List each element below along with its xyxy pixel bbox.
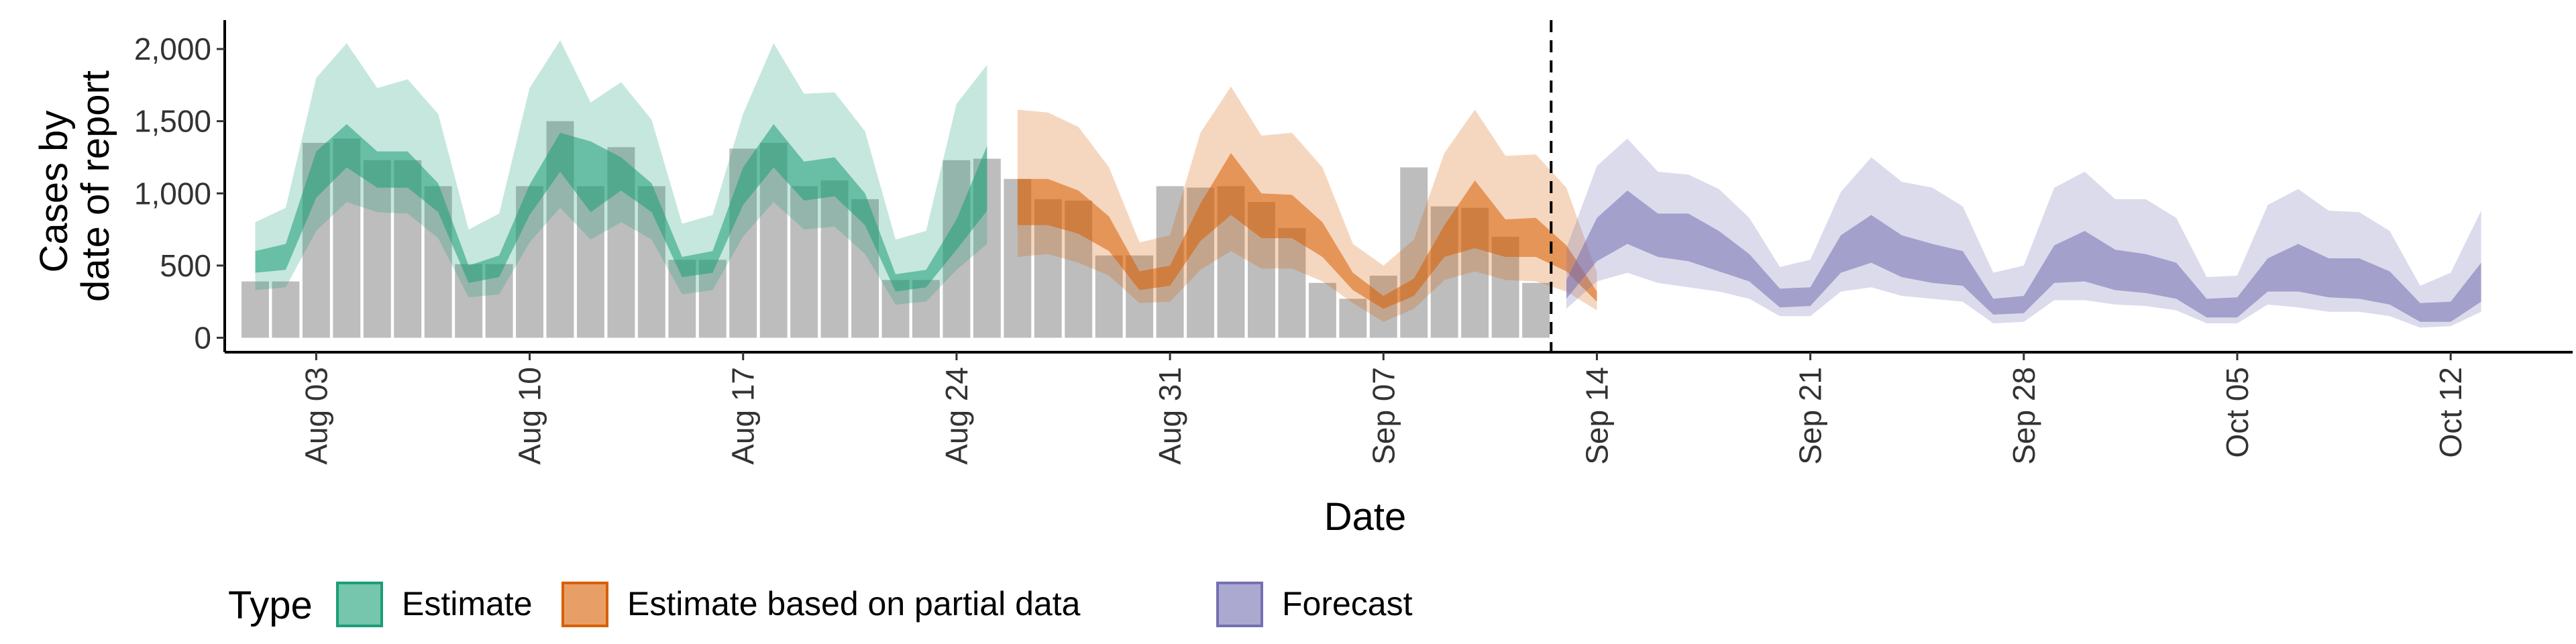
bar: [1308, 282, 1336, 338]
bar: [820, 180, 849, 338]
x-tick-label: Sep 14: [1579, 367, 1614, 465]
forecast-50-band: [1566, 191, 2481, 322]
legend-key-forecast: [1216, 582, 1263, 627]
x-axis-title: Date: [1324, 495, 1407, 539]
legend-key-estimate-based-on-partial-data: [561, 582, 608, 627]
estimate-based-on-partial-data-50-band: [1017, 153, 1597, 309]
y-axis-title-line-2: date of report: [74, 70, 117, 302]
bar: [912, 280, 940, 338]
axes: [223, 20, 2573, 354]
x-tick-label: Aug 31: [1152, 367, 1187, 465]
y-tick-label: 1,500: [134, 104, 211, 139]
x-tick-label: Aug 10: [513, 367, 547, 465]
bar: [272, 281, 300, 338]
legend-key-estimate: [336, 582, 383, 627]
legend-label-estimate-based-on-partial-data: Estimate based on partial data: [627, 585, 1081, 623]
x-tick-label: Sep 28: [2006, 367, 2041, 465]
x-tick-label: Oct 12: [2433, 367, 2468, 458]
legend-label-estimate: Estimate: [402, 585, 533, 623]
x-tick-label: Sep 07: [1366, 367, 1401, 465]
y-axis-title: Cases by date of report: [32, 70, 117, 302]
y-tick-label: 500: [160, 248, 211, 283]
bar: [241, 281, 269, 338]
x-tick-label: Aug 17: [726, 367, 761, 465]
y-tick-label: 0: [194, 320, 211, 355]
legend-title: Type: [228, 584, 313, 627]
bar: [1522, 282, 1550, 338]
y-axis-title-line-1: Cases by: [32, 111, 76, 273]
estimate-based-on-partial-data-90-band: [1017, 87, 1597, 322]
x-tick-label: Sep 21: [1793, 367, 1828, 465]
x-tick-label: Oct 05: [2220, 367, 2255, 458]
bar: [1339, 299, 1367, 338]
x-tick-label: Aug 03: [299, 367, 333, 465]
ribbons-layer: [255, 40, 2481, 328]
x-axis-ticks: Aug 03 Aug 10 Aug 17 Aug 24 Aug 31 Sep 07 Sep …: [299, 352, 2468, 465]
x-tick-label: Aug 24: [939, 367, 974, 465]
bar: [790, 186, 818, 338]
y-axis-ticks: 0 500 1,000 1,500 2,000: [134, 32, 225, 355]
bar: [1278, 227, 1306, 338]
legend: Type Estimate Estimate based on partial d…: [228, 582, 1413, 627]
estimate-50-band: [255, 124, 987, 292]
y-tick-label: 2,000: [134, 32, 211, 66]
bar: [363, 160, 391, 338]
y-tick-label: 1,000: [134, 176, 211, 211]
bar: [1400, 167, 1428, 338]
bar: [1095, 255, 1123, 338]
legend-label-forecast: Forecast: [1282, 585, 1413, 623]
